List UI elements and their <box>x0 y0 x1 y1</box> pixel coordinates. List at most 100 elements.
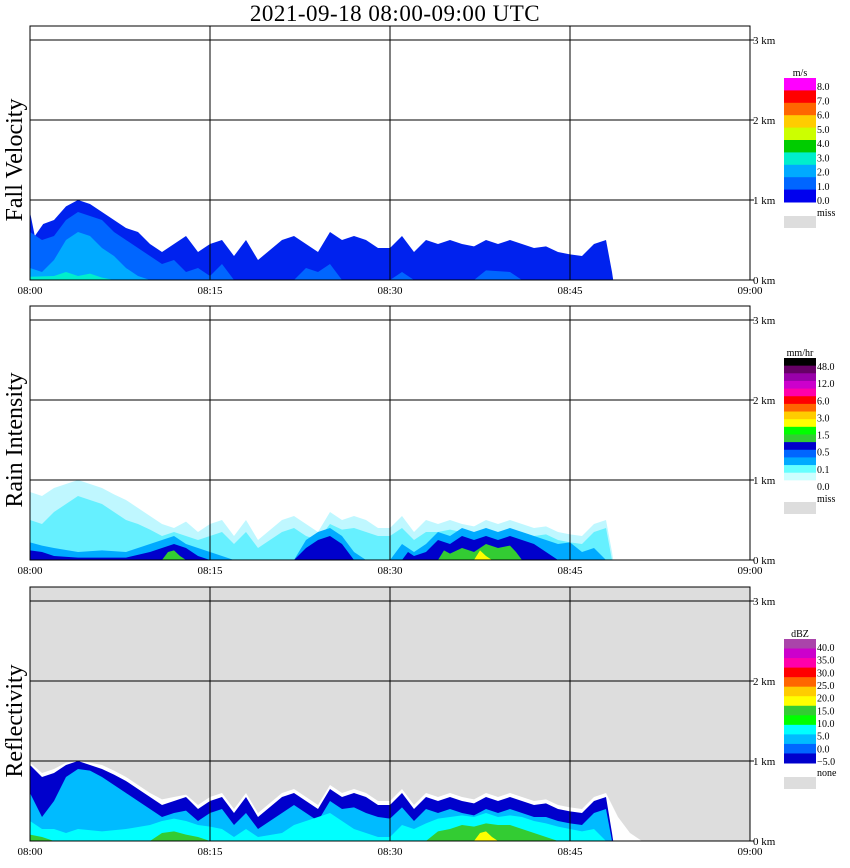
legend-missing-swatch <box>784 216 816 228</box>
y-tick-label: 2 km <box>753 115 776 127</box>
legend-swatch <box>784 189 816 203</box>
legend-swatch <box>784 442 816 451</box>
legend-missing-swatch <box>784 777 816 789</box>
x-tick-label: 08:30 <box>377 285 403 297</box>
x-tick-label: 08:30 <box>377 565 403 577</box>
legend-level: 3.0 <box>817 413 830 424</box>
panel-rain-intensity: 0 km 1 km 2 km 3 km 08:00 08:15 08:30 08:45 09:0… <box>2 305 835 577</box>
legend-level: 4.0 <box>817 139 830 150</box>
legend-unit: mm/hr <box>787 348 814 359</box>
legend-level: 10.0 <box>817 719 835 730</box>
legend-swatch <box>784 115 816 129</box>
y-tick-label: 2 km <box>753 395 776 407</box>
legend-missing-label: miss <box>817 208 835 219</box>
x-tick-label: 08:15 <box>197 285 223 297</box>
legend-unit: m/s <box>793 68 808 79</box>
panel-ylabel: Fall Velocity <box>2 99 28 222</box>
legend-swatch <box>784 365 816 374</box>
legend-swatch <box>784 639 816 650</box>
legend-level: 5.0 <box>817 125 830 136</box>
legend-swatch <box>784 396 816 405</box>
y-tick-label: 2 km <box>753 676 776 688</box>
legend-level: 1.0 <box>817 182 830 193</box>
y-tick-label: 3 km <box>753 315 776 327</box>
legend-swatch <box>784 140 816 153</box>
legend-level: 0.1 <box>817 465 830 476</box>
echo-layer-5 <box>474 550 492 560</box>
x-tick-label: 09:00 <box>737 565 763 577</box>
y-tick-label: 1 km <box>753 475 776 487</box>
panel-ylabel: Reflectivity <box>2 664 28 777</box>
x-tick-label: 08:00 <box>17 846 43 858</box>
legend-level: 48.0 <box>817 362 835 373</box>
panel-fall-velocity: 0 km 1 km 2 km 3 km 08:00 08:15 08:30 08:45 09:0… <box>2 25 835 297</box>
echo-layer-4 <box>30 823 558 841</box>
legend-level: 8.0 <box>817 82 830 93</box>
legend-swatch <box>784 358 816 367</box>
echo-layer-1 <box>30 212 522 280</box>
legend-swatch <box>784 78 816 91</box>
x-tick-label: 08:15 <box>197 565 223 577</box>
legend-level: 35.0 <box>817 656 835 667</box>
legend-swatch <box>784 472 816 481</box>
echo-layer-2 <box>30 232 150 280</box>
legend-swatch <box>784 715 816 726</box>
y-tick-label: 1 km <box>753 756 776 768</box>
y-tick-label: 3 km <box>753 35 776 47</box>
y-tick-label: 3 km <box>753 596 776 608</box>
legend-swatch <box>784 152 816 166</box>
legend-level: 0.5 <box>817 448 830 459</box>
legend-swatch <box>784 457 816 466</box>
x-tick-label: 08:45 <box>557 846 583 858</box>
legend-swatch <box>784 743 816 754</box>
legend-swatch <box>784 667 816 678</box>
panel-reflectivity: 0 km 1 km 2 km 3 km 08:00 08:15 08:30 08:45 09:0… <box>2 586 837 858</box>
legend-level: −5.0 <box>817 757 835 768</box>
plot-frame <box>29 25 751 281</box>
x-tick-label: 08:45 <box>557 565 583 577</box>
legend-level: 1.5 <box>817 431 830 442</box>
legend-level: 30.0 <box>817 668 835 679</box>
legend-swatch <box>784 127 816 141</box>
echo-layer-3 <box>30 536 558 560</box>
x-tick-label: 08:00 <box>17 285 43 297</box>
legend-level: 0.0 <box>817 744 830 755</box>
legend-missing-swatch <box>784 502 816 514</box>
plot-frame <box>29 305 751 561</box>
legend-level: 6.0 <box>817 111 830 122</box>
legend-swatch <box>784 426 816 435</box>
legend-level: 20.0 <box>817 694 835 705</box>
echo-layer-0 <box>30 200 614 280</box>
plot-frame <box>29 586 751 842</box>
legend-level: 15.0 <box>817 706 835 717</box>
y-tick-label: 0 km <box>753 836 776 848</box>
legend-swatch <box>784 419 816 428</box>
legend-swatch <box>784 403 816 413</box>
legend-level: 40.0 <box>817 643 835 654</box>
legend-swatch <box>784 411 816 420</box>
legend-level: 2.0 <box>817 168 830 179</box>
legend-swatch <box>784 696 816 707</box>
legend-swatch <box>784 753 816 764</box>
echo-layer-5 <box>474 831 498 841</box>
legend-swatch <box>784 449 816 458</box>
panel-ylabel: Rain Intensity <box>2 372 28 507</box>
legend-level: 25.0 <box>817 681 835 692</box>
legend-swatch <box>784 480 816 489</box>
echo-layer-3 <box>30 272 114 280</box>
legend-swatch <box>784 686 816 697</box>
legend-swatch <box>784 90 816 104</box>
legend-swatch <box>784 380 816 390</box>
legend-level: 3.0 <box>817 153 830 164</box>
legend-swatch <box>784 677 816 688</box>
legend-swatch <box>784 734 816 745</box>
x-tick-label: 09:00 <box>737 285 763 297</box>
legend-swatch <box>784 373 816 382</box>
legend-swatch <box>784 434 816 443</box>
legend-swatch <box>784 102 816 116</box>
legend-missing-label: miss <box>817 494 835 505</box>
x-tick-label: 08:00 <box>17 565 43 577</box>
legend-level: 7.0 <box>817 96 830 107</box>
x-tick-label: 08:15 <box>197 846 223 858</box>
